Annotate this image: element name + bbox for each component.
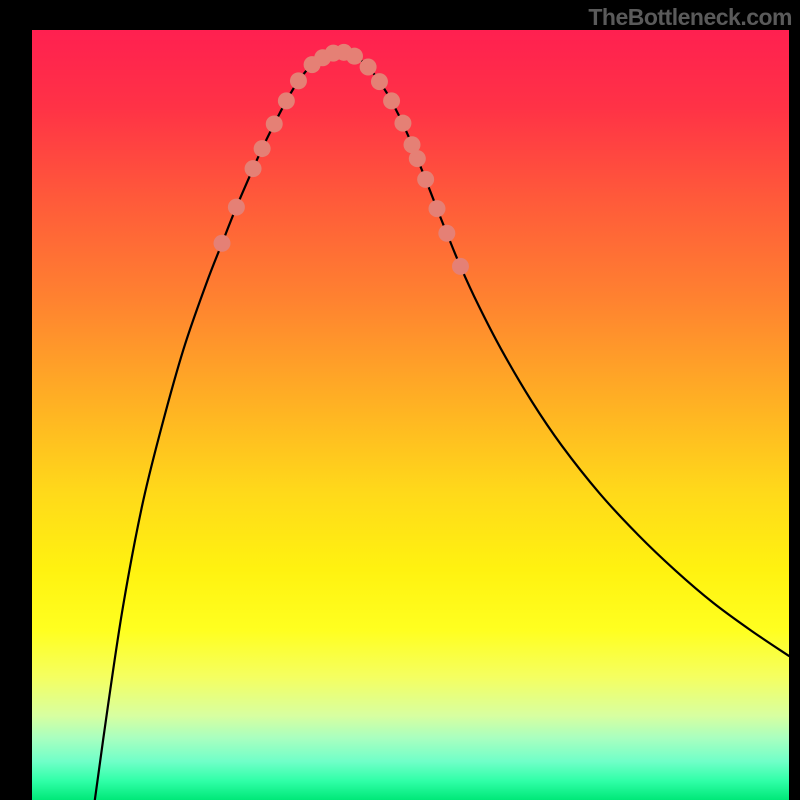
curve-marker [360,58,377,75]
curve-marker [417,171,434,188]
curve-marker [452,258,469,275]
curve-marker [290,72,307,89]
curve-marker [278,92,295,109]
curve-marker [245,160,262,177]
curve-marker [409,150,426,167]
curve-marker [394,115,411,132]
chart-svg [32,30,789,800]
watermark-text: TheBottleneck.com [588,4,792,31]
curve-marker [383,92,400,109]
curve-marker [254,140,271,157]
curve-marker [371,73,388,90]
curve-marker [228,199,245,216]
curve-marker [346,48,363,65]
curve-marker [438,225,455,242]
bottleneck-chart [32,30,789,800]
curve-marker [428,200,445,217]
curve-marker [214,235,231,252]
curve-marker [266,115,283,132]
